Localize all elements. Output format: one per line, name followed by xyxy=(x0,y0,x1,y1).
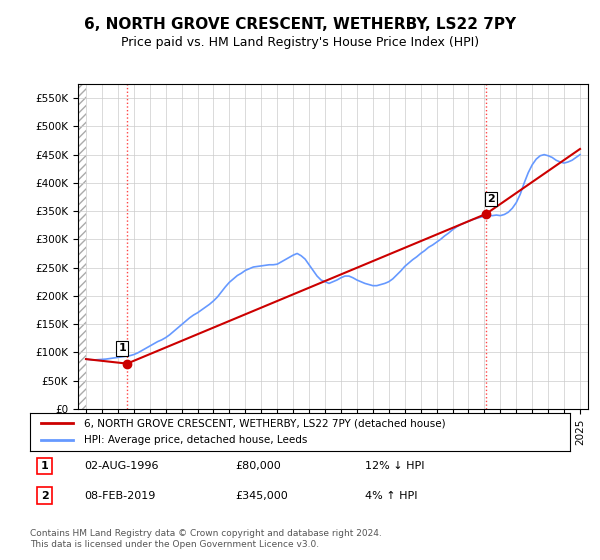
Text: HPI: Average price, detached house, Leeds: HPI: Average price, detached house, Leed… xyxy=(84,435,307,445)
Text: 2: 2 xyxy=(41,491,49,501)
Text: 1: 1 xyxy=(41,461,49,471)
Text: 6, NORTH GROVE CRESCENT, WETHERBY, LS22 7PY (detached house): 6, NORTH GROVE CRESCENT, WETHERBY, LS22 … xyxy=(84,418,446,428)
Text: 12% ↓ HPI: 12% ↓ HPI xyxy=(365,461,424,471)
Text: 4% ↑ HPI: 4% ↑ HPI xyxy=(365,491,418,501)
Text: £80,000: £80,000 xyxy=(235,461,281,471)
Polygon shape xyxy=(78,84,86,409)
Text: £345,000: £345,000 xyxy=(235,491,288,501)
Text: Price paid vs. HM Land Registry's House Price Index (HPI): Price paid vs. HM Land Registry's House … xyxy=(121,36,479,49)
Text: Contains HM Land Registry data © Crown copyright and database right 2024.
This d: Contains HM Land Registry data © Crown c… xyxy=(30,529,382,549)
Text: 08-FEB-2019: 08-FEB-2019 xyxy=(84,491,155,501)
Text: 2: 2 xyxy=(487,194,494,204)
Text: 02-AUG-1996: 02-AUG-1996 xyxy=(84,461,158,471)
Text: 6, NORTH GROVE CRESCENT, WETHERBY, LS22 7PY: 6, NORTH GROVE CRESCENT, WETHERBY, LS22 … xyxy=(84,17,516,32)
Text: 1: 1 xyxy=(118,343,126,353)
